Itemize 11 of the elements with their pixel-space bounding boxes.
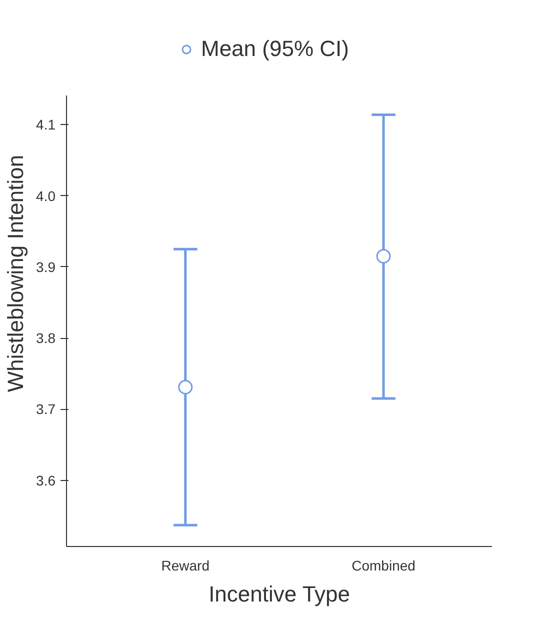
x-tick-label: Combined (352, 558, 416, 574)
legend-label: Mean (95% CI) (201, 36, 349, 62)
y-tick-label: 4.0 (36, 188, 56, 204)
y-axis-title: Whistleblowing Intention (3, 154, 28, 392)
y-tick-label: 3.7 (36, 401, 56, 418)
y-tick-label: 4.1 (36, 116, 56, 133)
x-tick-label: Reward (161, 558, 210, 574)
x-axis-title: Incentive Type (208, 582, 350, 606)
y-tick-label: 3.8 (36, 330, 56, 346)
y-tick-label: 3.9 (36, 258, 56, 275)
y-tick-label: 3.6 (36, 472, 56, 488)
